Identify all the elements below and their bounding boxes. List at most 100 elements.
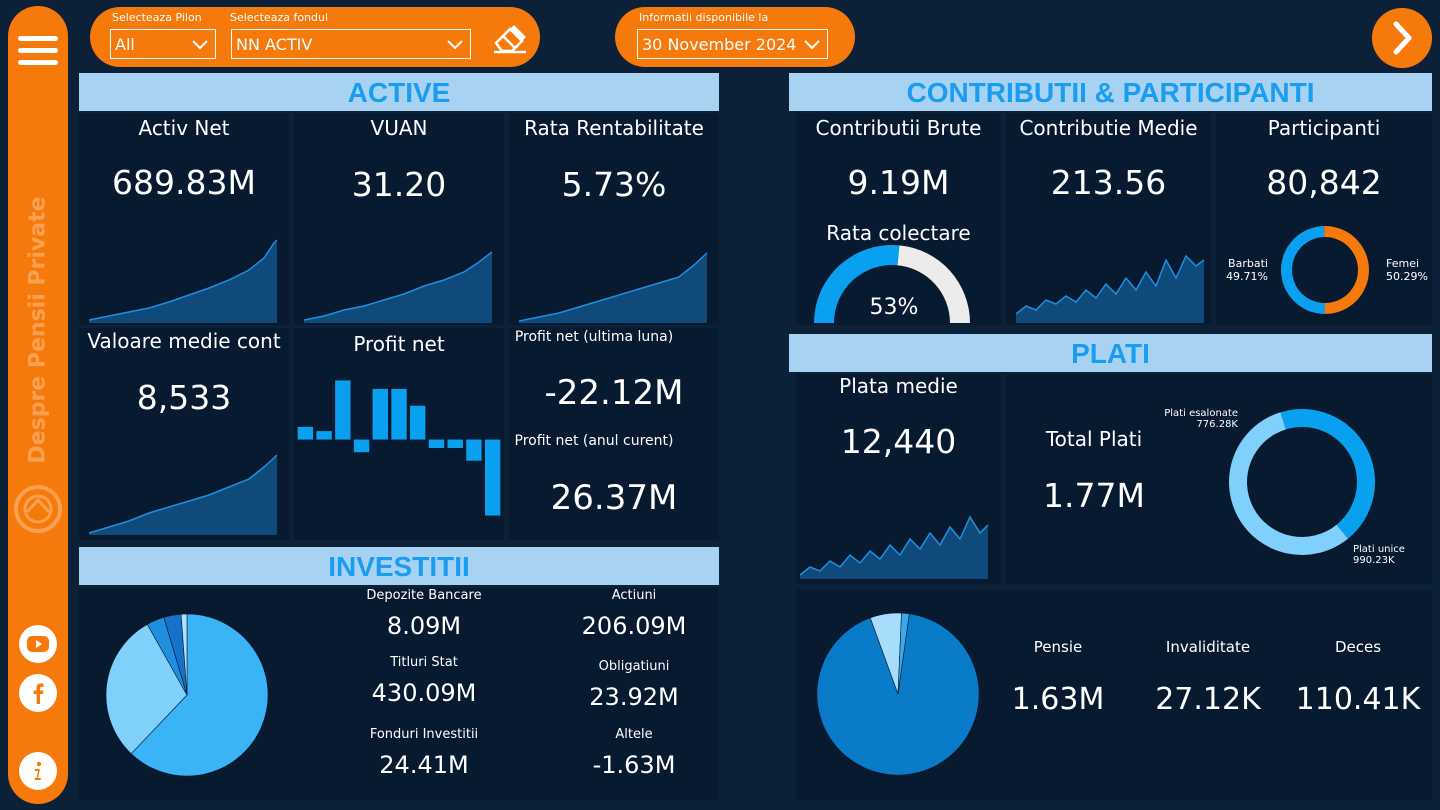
plati-slice-invaliditate	[897, 612, 910, 695]
sidebar-title: Despre Pensii Private	[25, 196, 51, 464]
eraser-icon[interactable]	[490, 21, 530, 55]
femei-legend: Femei 50.29%	[1386, 257, 1428, 283]
pilon-select-value: All	[115, 34, 135, 54]
pilon-select[interactable]: All	[110, 29, 216, 59]
activ-net-sparkline	[89, 239, 278, 323]
chevron-down-icon	[192, 40, 208, 50]
plata-medie-title: Plata medie	[839, 374, 958, 398]
fonduri-title: Fonduri Investitii	[369, 727, 479, 742]
rata-colectare-gauge	[814, 244, 970, 323]
esalonate-legend: Plati esalonate 776.28K	[1146, 408, 1238, 430]
profit-bar	[391, 388, 407, 440]
deces-title: Deces	[1334, 638, 1382, 656]
youtube-icon	[27, 636, 49, 652]
depozite-value: 8.09M	[386, 612, 462, 640]
pensie-title: Pensie	[1033, 638, 1083, 656]
plata-medie-sparkline	[800, 515, 989, 579]
plati-type-slice-plati-esalonate	[1280, 409, 1375, 539]
fond-select[interactable]: NN ACTIV	[231, 29, 471, 59]
fonduri-value: 24.41M	[379, 751, 469, 779]
chevron-down-icon	[447, 40, 463, 50]
pilon-label: Selecteaza Pilon	[112, 11, 202, 24]
gauge-fill	[814, 244, 900, 323]
profit-an-title: Profit net (anul curent)	[514, 433, 674, 449]
profit-net-bar-chart	[297, 380, 501, 516]
altele-value: -1.63M	[592, 751, 676, 779]
profit-bar	[428, 439, 445, 448]
actiuni-value: 206.09M	[581, 612, 687, 640]
valoare-medie-card: Valoare medie cont 8,533	[79, 328, 289, 540]
barbati-legend: Barbati 49.71%	[1226, 257, 1268, 283]
plati-tip-card: Pensie 1.63M Invaliditate 27.12K Deces 1…	[796, 590, 1432, 800]
plati-header: PLATI	[789, 334, 1432, 372]
next-page-button[interactable]	[1372, 8, 1432, 68]
plati-type-slice-plati-unice	[1229, 412, 1348, 555]
gauge-remaining	[897, 245, 970, 323]
invaliditate-value: 27.12K	[1155, 682, 1261, 717]
contributii-brute-title: Contributii Brute	[815, 116, 982, 140]
contributie-medie-sparkline	[1016, 254, 1205, 323]
rata-card: Rata Rentabilitate 5.73%	[509, 113, 719, 325]
pensie-value: 1.63M	[1011, 682, 1105, 717]
invaliditate-title: Invaliditate	[1165, 638, 1251, 656]
vuan-value: 31.20	[351, 165, 447, 204]
profit-bar	[447, 439, 463, 448]
investitii-header: INVESTITII	[79, 547, 719, 585]
rata-title: Rata Rentabilitate	[524, 116, 704, 140]
rata-sparkline	[519, 252, 708, 323]
unice-label: Plati unice	[1353, 544, 1405, 555]
sidebar	[8, 6, 68, 804]
facebook-button[interactable]	[19, 674, 57, 712]
gender-donut-chart	[1280, 226, 1369, 314]
unice-value: 990.23K	[1353, 555, 1395, 566]
plati-slice-pensie	[816, 613, 980, 776]
total-plati-value: 1.77M	[1043, 476, 1145, 515]
participanti-card: Participanti 80,842 Barbati 49.71% Femei…	[1216, 113, 1432, 325]
participanti-value: 80,842	[1266, 163, 1382, 202]
valoare-medie-value: 8,533	[136, 378, 232, 417]
rata-colectare-value: 53%	[869, 295, 919, 320]
vuan-sparkline	[304, 251, 493, 323]
date-select[interactable]: 30 November 2024	[637, 29, 828, 59]
profit-bar	[316, 431, 332, 440]
profit-summary-card: Profit net (ultima luna) -22.12M Profit …	[509, 328, 719, 540]
gender-slice-femei	[1324, 226, 1369, 314]
investitii-slice-depozite-bancare	[180, 613, 188, 696]
plata-medie-value: 12,440	[840, 422, 957, 461]
contributii-brute-value: 9.19M	[847, 163, 950, 202]
profit-bar	[484, 439, 501, 516]
depozite-title: Depozite Bancare	[366, 588, 482, 603]
fond-select-value: NN ACTIV	[236, 34, 313, 54]
barbati-label: Barbati	[1228, 257, 1268, 270]
date-label: Informatii disponibile la	[639, 11, 769, 24]
altele-title: Altele	[615, 727, 653, 742]
gender-slice-barbati	[1280, 226, 1325, 314]
contributie-medie-card: Contributie Medie 213.56	[1006, 113, 1211, 325]
deces-value: 110.41K	[1295, 682, 1421, 717]
vuan-card: VUAN 31.20	[294, 113, 504, 325]
obligatiuni-value: 23.92M	[589, 683, 679, 711]
titluri-title: Titluri Stat	[390, 655, 458, 670]
youtube-button[interactable]	[19, 625, 57, 663]
contributii-brute-card: Contributii Brute 9.19M Rata colectare 5…	[796, 113, 1001, 325]
active-header: ACTIVE	[79, 73, 719, 111]
esalonate-value: 776.28K	[1196, 419, 1238, 430]
titluri-value: 430.09M	[371, 679, 477, 707]
hamburger-icon[interactable]	[18, 36, 58, 70]
rata-value: 5.73%	[561, 165, 667, 204]
contributie-medie-value: 213.56	[1050, 163, 1167, 202]
obligatiuni-title: Obligatiuni	[598, 659, 670, 674]
activ-net-title: Activ Net	[138, 116, 230, 140]
chevron-down-icon	[804, 40, 820, 50]
profit-net-title: Profit net	[353, 332, 445, 356]
profit-luna-title: Profit net (ultima luna)	[514, 329, 674, 345]
filter-panel: Selecteaza Pilon Selecteaza fondul All N…	[90, 7, 540, 67]
fond-label: Selecteaza fondul	[230, 11, 329, 24]
info-button[interactable]	[19, 752, 57, 790]
profit-bar	[372, 388, 388, 440]
plati-tip-pie-chart	[816, 612, 980, 776]
esalonate-label: Plati esalonate	[1164, 408, 1238, 419]
activ-net-card: Activ Net 689.83M	[79, 113, 289, 325]
femei-label: Femei	[1386, 257, 1420, 270]
profit-bar	[466, 439, 482, 461]
